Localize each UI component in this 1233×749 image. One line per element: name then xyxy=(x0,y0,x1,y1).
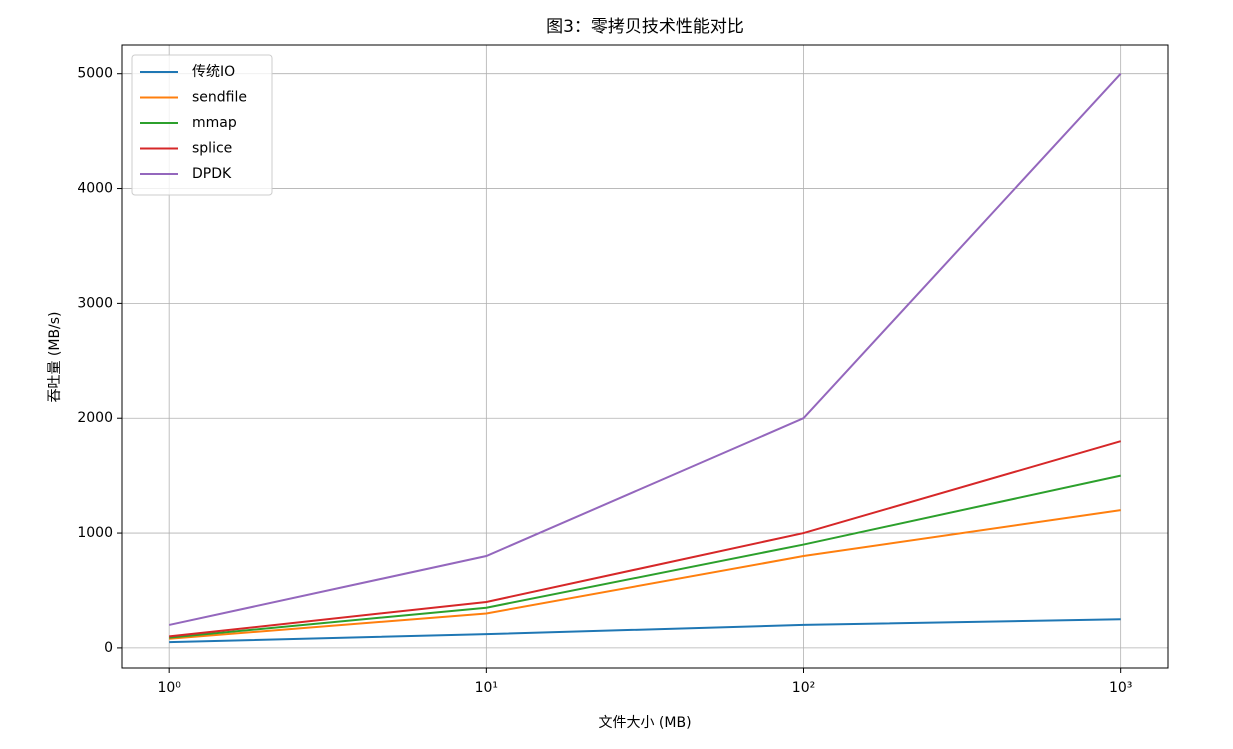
y-tick-label: 1000 xyxy=(77,525,113,541)
y-axis-label: 吞吐量 (MB/s) xyxy=(47,311,63,402)
y-tick-label: 3000 xyxy=(77,295,113,311)
x-tick-label: 10⁰ xyxy=(157,680,181,696)
series-line xyxy=(168,73,1122,626)
chart-title: 图3：零拷贝技术性能对比 xyxy=(546,17,744,37)
x-tick-label: 10³ xyxy=(1109,680,1132,696)
legend-box xyxy=(131,54,273,196)
y-tick-label: 2000 xyxy=(77,410,113,426)
x-tick-label: 10¹ xyxy=(475,680,498,696)
y-tick-label: 4000 xyxy=(77,181,113,197)
plot-frame xyxy=(121,44,1169,669)
series-line xyxy=(169,618,1121,644)
legend-label: 传统IO xyxy=(192,64,235,80)
y-tick-label: 5000 xyxy=(77,66,113,82)
legend-label: mmap xyxy=(192,115,237,131)
series-line xyxy=(169,509,1121,640)
legend-label: DPDK xyxy=(192,166,232,182)
y-tick-label: 0 xyxy=(104,640,113,656)
legend-label: splice xyxy=(192,141,232,157)
x-tick-label: 10² xyxy=(792,680,815,696)
x-axis-label: 文件大小 (MB) xyxy=(598,715,691,731)
legend-label: sendfile xyxy=(192,90,247,106)
series-line xyxy=(169,474,1121,639)
series-line xyxy=(169,440,1121,638)
